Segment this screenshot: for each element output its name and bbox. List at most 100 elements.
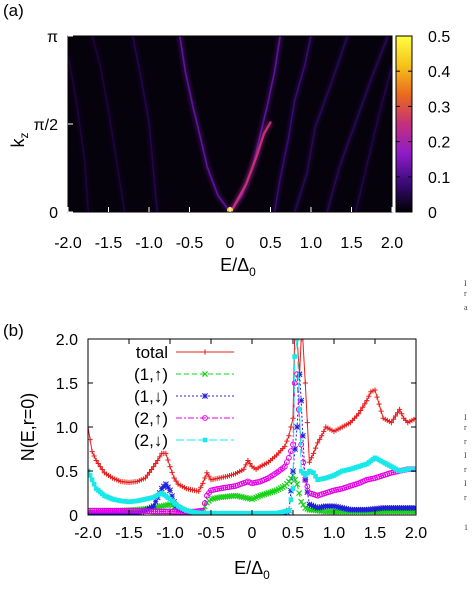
data-point [206, 473, 212, 479]
ylabel-main: k [8, 138, 28, 148]
data-point [142, 475, 148, 481]
x-tick-label: 2.0 [405, 525, 427, 542]
data-point [298, 498, 305, 505]
data-point [169, 493, 176, 500]
continuum-left-3 [68, 54, 90, 212]
data-point [308, 455, 315, 461]
panel-a: (a) -2.0 -1.5 -1.0 -0.5 0 0.5 1.0 1.5 2.0 0 π/2 π k… [3, 1, 450, 279]
data-point [292, 354, 297, 359]
legend-label: (2,↑) [134, 409, 168, 428]
legend-marker [202, 415, 208, 421]
data-point [226, 484, 233, 490]
data-point [140, 508, 147, 514]
data-point [115, 507, 122, 514]
data-point [312, 504, 319, 511]
data-point [88, 473, 93, 478]
y-tick-label: 1.0 [56, 420, 78, 437]
x-tick-label: 0.5 [282, 525, 304, 542]
x-tick-label: 0 [248, 525, 257, 542]
data-point [319, 433, 325, 439]
data-point [157, 454, 163, 460]
data-point [173, 478, 179, 484]
colorbar-tick-label: 0.5 [428, 29, 450, 46]
data-point [130, 507, 137, 514]
data-point [91, 507, 98, 514]
panel-b-ylabel: N(E,r=0) [18, 393, 38, 462]
data-point [142, 508, 149, 514]
y-tick-label: π [47, 29, 58, 46]
data-point [310, 450, 317, 456]
data-point [218, 485, 225, 492]
x-tick-label: -2.0 [74, 525, 102, 542]
data-point [111, 507, 118, 514]
data-point [136, 507, 143, 514]
data-point [160, 508, 167, 515]
colorbar [395, 35, 413, 213]
data-point [292, 446, 299, 452]
data-point [150, 508, 157, 515]
data-point [311, 470, 316, 476]
data-point [290, 486, 296, 491]
data-point [89, 477, 95, 483]
data-point [163, 450, 169, 456]
bound-state-branch-right-strong [231, 121, 272, 211]
data-point [101, 507, 108, 514]
data-point [312, 445, 319, 451]
y-tick-label: 0 [69, 508, 78, 525]
data-point [374, 394, 380, 400]
panel-a-xlabel: E/Δ0 [220, 255, 256, 279]
continuum-right-2 [294, 36, 349, 212]
legend-label: (1,↑) [134, 365, 168, 384]
data-point [164, 484, 171, 491]
data-point [315, 440, 321, 446]
data-point [372, 387, 378, 393]
data-point [103, 507, 110, 514]
data-point [156, 508, 163, 515]
data-point [290, 468, 296, 474]
legend: total (1,↑) (1,↓) (2,↑) (2,↓) [134, 343, 234, 450]
y-tick-label: 0.5 [56, 464, 78, 481]
legend-label: (2,↓) [134, 431, 168, 450]
data-point [297, 407, 302, 412]
data-point [222, 484, 229, 491]
continuum-left-2 [91, 36, 126, 212]
data-point [294, 481, 301, 488]
x-tick-label: 1.0 [323, 525, 345, 542]
panel-a-ylabel: kz [8, 133, 31, 148]
margin-char: r [464, 423, 467, 432]
y-tick-label: 1.5 [56, 376, 78, 393]
data-point [294, 424, 301, 430]
data-point [88, 507, 93, 514]
data-point [304, 420, 310, 426]
data-point [304, 483, 311, 490]
legend-marker [201, 370, 209, 378]
x-tick-label: -0.5 [176, 235, 204, 252]
data-point [282, 443, 288, 449]
margin-char: 1 [464, 523, 468, 532]
data-point [390, 416, 397, 422]
margin-char: I [464, 413, 467, 422]
legend-label: total [136, 343, 168, 362]
plot-b-series [88, 339, 416, 515]
data-point [228, 483, 235, 490]
data-point [392, 413, 399, 419]
data-point [155, 457, 161, 464]
data-point [93, 507, 100, 514]
panel-b-axes: -2.0 -1.5 -1.0 -0.5 0 0.5 1.0 1.5 2.0 0 0.5 1.0 1.5 2… [56, 332, 427, 542]
data-point [388, 420, 394, 426]
data-point [358, 407, 364, 414]
data-point [89, 449, 95, 455]
data-point [109, 507, 116, 514]
x-tick-label: 1.0 [300, 235, 322, 252]
data-point [91, 481, 97, 487]
data-point [89, 507, 95, 514]
panel-b-label: (b) [3, 321, 24, 340]
x-tick-label: 2.0 [381, 235, 403, 252]
data-point [356, 411, 362, 417]
data-point [285, 478, 292, 485]
data-point [119, 507, 126, 514]
x-tick-label: 0 [226, 235, 235, 252]
margin-char: I [464, 451, 467, 460]
panel-b-xlabel: E/Δ0 [234, 558, 270, 582]
